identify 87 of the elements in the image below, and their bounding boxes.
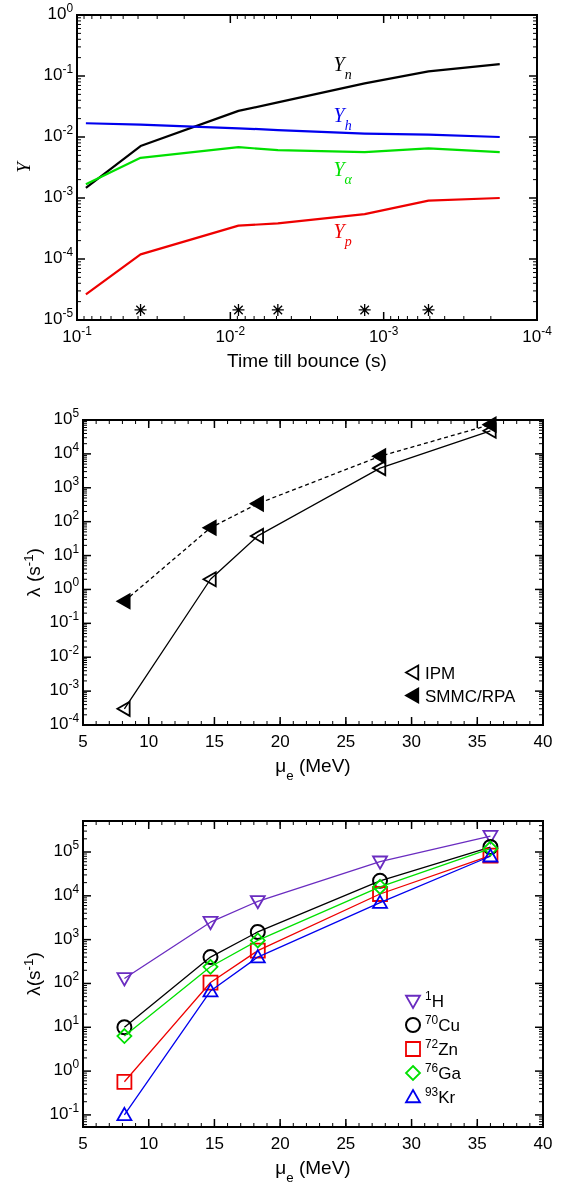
point — [372, 855, 388, 870]
x-tick-label: 15 — [204, 1134, 224, 1153]
series-label: Y$_{p}$ — [333, 220, 352, 249]
legend-label: $^{70}$Cu — [425, 1013, 460, 1035]
y-tick-label: 10$^{0}$ — [53, 1057, 80, 1080]
x-tick-label: 5 — [78, 732, 88, 751]
x-tick-label: 35 — [467, 1134, 487, 1153]
y-tick-label: 10$^{4}$ — [53, 439, 80, 462]
point — [372, 460, 387, 477]
point — [202, 949, 219, 966]
point — [202, 519, 217, 536]
x-tick-label: 25 — [336, 1134, 356, 1153]
x-tick-label: 40 — [533, 1134, 553, 1153]
series-label: Y$_{α}$ — [333, 158, 353, 187]
y-tick-label: 10$^{-1}$ — [49, 609, 80, 632]
y-tick-label: 10$^{3}$ — [53, 473, 80, 496]
point — [249, 942, 266, 959]
point — [116, 1073, 133, 1090]
x-tick-label: 10 — [139, 732, 159, 751]
point — [116, 593, 131, 610]
point — [249, 949, 266, 964]
point — [249, 528, 264, 544]
y-tick-label: 10$^{1}$ — [53, 1013, 80, 1036]
legend-label: $^{1}$H — [425, 989, 444, 1011]
point — [249, 495, 264, 512]
point — [372, 886, 388, 902]
y-tick-label: 10$^{-4}$ — [43, 245, 74, 267]
y-tick-label: 10$^{3}$ — [53, 925, 80, 948]
x-tick-label: 20 — [270, 732, 290, 751]
legend-label: IPM — [425, 663, 456, 683]
point — [116, 700, 131, 717]
point — [116, 972, 133, 987]
x-tick-label: 15 — [204, 732, 224, 751]
y-tick-label: 10$^{-2}$ — [43, 123, 74, 145]
point — [249, 923, 266, 940]
point — [116, 1019, 133, 1036]
point — [116, 1028, 133, 1044]
point — [372, 448, 387, 465]
y-tick-label: 10$^{0}$ — [47, 1, 74, 23]
legend-label: $^{76}$Ga — [425, 1061, 462, 1083]
x-tick-label: 10$^{-3}$ — [368, 324, 399, 346]
y-tick-label: 10$^{-5}$ — [43, 306, 74, 328]
point — [116, 1107, 133, 1122]
legend-label: SMMC/RPA — [425, 686, 517, 706]
y-tick-label: 10$^{1}$ — [53, 541, 80, 564]
x-axis-title: μ$_{e}$ (MeV) — [275, 1157, 351, 1185]
x-axis-title: μ$_{e}$ (MeV) — [275, 755, 351, 783]
x-tick-label: 30 — [402, 1134, 422, 1153]
x-tick-label: 40 — [533, 732, 553, 751]
y-tick-label: 10$^{4}$ — [53, 881, 80, 904]
y-tick-label: 10$^{0}$ — [53, 575, 80, 598]
x-tick-label: 25 — [336, 732, 356, 751]
legend-label: $^{72}$Zn — [425, 1037, 459, 1059]
legend-label: $^{93}$Kr — [425, 1085, 456, 1107]
point — [202, 958, 219, 975]
y-tick-label: 10$^{-4}$ — [49, 711, 80, 733]
y-tick-label: 10$^{-3}$ — [43, 184, 74, 206]
y-axis-title: Y — [13, 159, 34, 173]
x-tick-label: 10 — [139, 1134, 159, 1153]
x-axis-title: Time till bounce (s) — [227, 350, 387, 371]
x-tick-label: 30 — [402, 732, 422, 751]
point — [202, 916, 219, 931]
point — [202, 974, 219, 991]
y-tick-label: 10$^{2}$ — [53, 969, 80, 992]
point — [249, 895, 266, 910]
series-label: Y$_{h}$ — [333, 103, 352, 133]
x-tick-label: 10$^{-4}$ — [522, 324, 553, 346]
point — [202, 983, 219, 998]
x-tick-label: 5 — [78, 1134, 88, 1153]
point — [372, 894, 388, 909]
y-tick-label: 10$^{5}$ — [53, 838, 80, 860]
y-tick-label: 10$^{5}$ — [53, 406, 80, 428]
point — [249, 932, 266, 949]
x-tick-label: 10$^{-2}$ — [215, 324, 246, 346]
point — [202, 571, 217, 588]
point — [482, 416, 497, 433]
y-tick-label: 10$^{-1}$ — [49, 1100, 80, 1123]
y-tick-label: 10$^{-3}$ — [49, 677, 80, 700]
point — [372, 872, 389, 889]
y-tick-label: 10$^{-1}$ — [43, 62, 74, 84]
x-tick-label: 35 — [467, 732, 487, 751]
y-tick-label: 10$^{-2}$ — [49, 643, 80, 666]
y-tick-label: 10$^{2}$ — [53, 507, 80, 530]
series-label: Y$_{n}$ — [333, 53, 352, 82]
point — [372, 878, 388, 895]
x-tick-label: 20 — [270, 1134, 290, 1153]
point — [482, 830, 499, 845]
